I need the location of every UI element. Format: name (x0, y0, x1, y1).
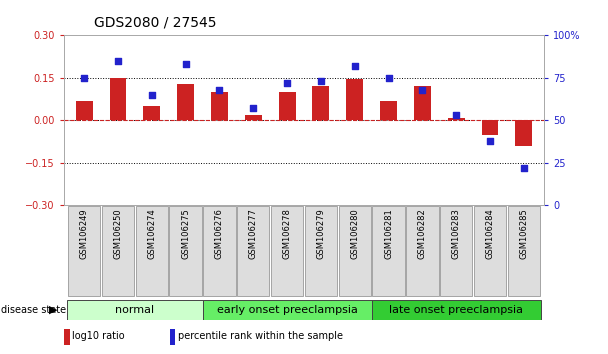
Text: early onset preeclampsia: early onset preeclampsia (216, 305, 358, 315)
FancyBboxPatch shape (339, 206, 371, 296)
Point (316, 79, 326, 84)
FancyBboxPatch shape (203, 206, 236, 296)
Text: ▶: ▶ (49, 305, 58, 315)
FancyBboxPatch shape (170, 206, 202, 296)
FancyBboxPatch shape (372, 206, 405, 296)
FancyBboxPatch shape (305, 206, 337, 296)
FancyBboxPatch shape (136, 206, 168, 296)
FancyBboxPatch shape (406, 206, 438, 296)
Bar (447, 118, 465, 120)
Text: late onset preeclampsia: late onset preeclampsia (389, 305, 523, 315)
FancyBboxPatch shape (474, 206, 506, 296)
Point (79, 75, 89, 81)
Text: log10 ratio: log10 ratio (72, 331, 125, 341)
Point (249, 105, 258, 111)
Text: GSM106278: GSM106278 (283, 208, 292, 259)
Point (147, 92, 157, 98)
Text: percentile rank within the sample: percentile rank within the sample (178, 331, 343, 341)
Bar (482, 120, 499, 135)
Text: disease state: disease state (1, 305, 66, 315)
Bar (414, 86, 431, 120)
Point (181, 62, 190, 67)
Point (519, 165, 529, 171)
Point (282, 80, 292, 86)
Bar (347, 79, 363, 120)
Text: GSM106275: GSM106275 (181, 208, 190, 259)
Text: GSM106250: GSM106250 (114, 208, 122, 259)
FancyBboxPatch shape (102, 206, 134, 296)
Bar (313, 86, 330, 120)
Text: GSM106249: GSM106249 (80, 208, 89, 259)
Bar (516, 120, 533, 146)
Point (451, 113, 461, 118)
Bar (278, 92, 295, 120)
Bar (64, 329, 69, 345)
Text: GSM106279: GSM106279 (316, 208, 325, 259)
Point (485, 138, 495, 144)
FancyBboxPatch shape (68, 206, 100, 296)
FancyBboxPatch shape (237, 206, 269, 296)
Point (350, 63, 359, 69)
FancyBboxPatch shape (202, 299, 371, 320)
Text: GSM106274: GSM106274 (147, 208, 156, 259)
FancyBboxPatch shape (440, 206, 472, 296)
Text: GSM106284: GSM106284 (486, 208, 494, 259)
FancyBboxPatch shape (271, 206, 303, 296)
Point (418, 87, 427, 93)
Bar (245, 115, 261, 120)
Text: GSM106280: GSM106280 (350, 208, 359, 259)
Bar (75, 101, 92, 120)
Text: GSM106282: GSM106282 (418, 208, 427, 259)
Point (113, 58, 123, 64)
FancyBboxPatch shape (508, 206, 540, 296)
Text: GSM106277: GSM106277 (249, 208, 258, 259)
Text: normal: normal (116, 305, 154, 315)
Bar (211, 92, 228, 120)
Text: GDS2080 / 27545: GDS2080 / 27545 (94, 16, 216, 30)
Text: GSM106283: GSM106283 (452, 208, 461, 259)
Text: GSM106285: GSM106285 (519, 208, 528, 259)
Point (384, 75, 393, 81)
Bar (177, 84, 194, 120)
FancyBboxPatch shape (67, 299, 202, 320)
FancyBboxPatch shape (371, 299, 541, 320)
Bar (109, 78, 126, 120)
Point (215, 87, 224, 93)
Text: GSM106276: GSM106276 (215, 208, 224, 259)
Bar (170, 329, 175, 345)
Bar (143, 106, 161, 120)
Bar (380, 101, 397, 120)
Text: GSM106281: GSM106281 (384, 208, 393, 259)
